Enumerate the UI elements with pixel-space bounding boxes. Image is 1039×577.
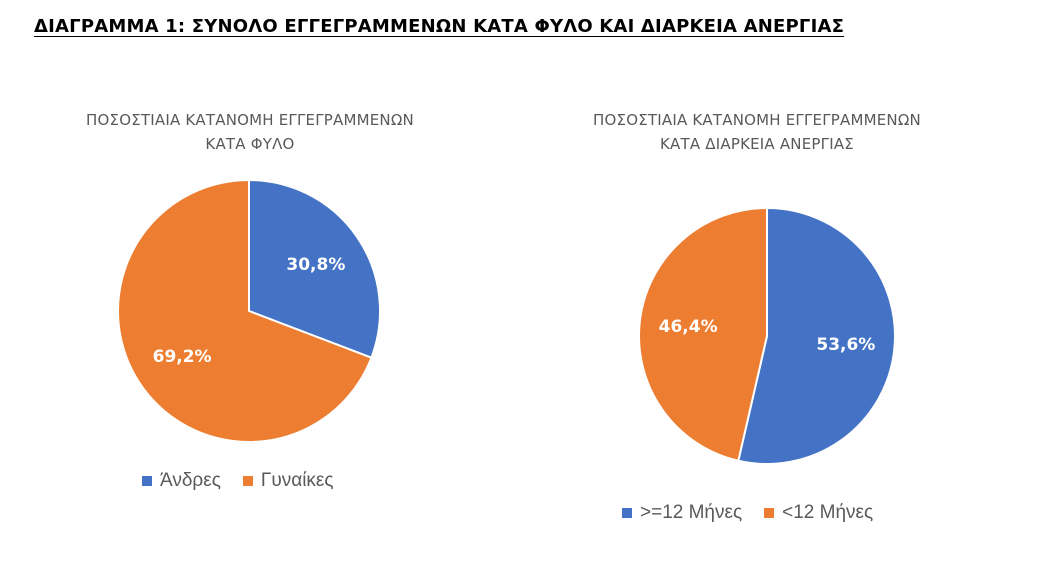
- legend-item-under-12-months: <12 Μήνες: [764, 502, 873, 524]
- chart-2-title-line-1: ΠΟΣΟΣΤΙΑΙΑ ΚΑΤΑΝΟΜΗ ΕΓΓΕΓΡΑΜΜΕΝΩΝ: [593, 111, 921, 129]
- legend-swatch-gynaikes: [242, 476, 253, 486]
- legend-item-gynaikes: Γυναίκες: [242, 470, 334, 492]
- legend-item-andres: Άνδρες: [142, 470, 221, 492]
- legend-swatch-andres: [142, 476, 152, 486]
- legend-swatch-under-12-months: [764, 508, 775, 518]
- chart-1-title-line-2: ΚΑΤΑ ΦΥΛΟ: [205, 135, 295, 153]
- legend-item-over-12-months: >=12 Μήνες: [622, 502, 742, 524]
- legend-swatch-over-12-months: [622, 508, 632, 518]
- pie-1-slice-1: [117, 178, 373, 443]
- pie-2-slice-1: [638, 206, 768, 462]
- legend-label-over-12-months: >=12 Μήνες: [640, 502, 743, 523]
- chart-1-title: ΠΟΣΟΣΤΙΑΙΑ ΚΑΤΑΝΟΜΗ ΕΓΓΕΓΡΑΜΜΕΝΩΝ ΚΑΤΑ Φ…: [40, 108, 460, 156]
- chart-1-title-line-1: ΠΟΣΟΣΤΙΑΙΑ ΚΑΤΑΝΟΜΗ ΕΓΓΕΓΡΑΜΜΕΝΩΝ: [86, 111, 414, 129]
- chart-2-legend: >=12 Μήνες <12 Μήνες: [622, 502, 873, 524]
- pie-1-slice-0: [248, 178, 381, 359]
- pie-2-data-label-1: 46,4%: [659, 317, 718, 337]
- chart-2-title: ΠΟΣΟΣΤΙΑΙΑ ΚΑΤΑΝΟΜΗ ΕΓΓΕΓΡΑΜΜΕΝΩΝ ΚΑΤΑ Δ…: [547, 108, 967, 156]
- page-title: ΔΙΑΓΡΑΜΜΑ 1: ΣΥΝΟΛΟ ΕΓΓΕΓΡΑΜΜΕΝΩΝ ΚΑΤΑ Φ…: [34, 16, 845, 37]
- chart-1-legend: Άνδρες Γυναίκες: [142, 470, 334, 492]
- pie-2-data-label-0: 53,6%: [816, 335, 875, 355]
- legend-label-under-12-months: <12 Μήνες: [782, 502, 874, 523]
- chart-2-title-line-2: ΚΑΤΑ ΔΙΑΡΚΕΙΑ ΑΝΕΡΓΙΑΣ: [660, 135, 854, 153]
- pie-2-slice-0: [737, 206, 896, 465]
- pie-1-data-label-1: 69,2%: [153, 347, 212, 367]
- pie-1-data-label-0: 30,8%: [286, 255, 345, 275]
- legend-label-gynaikes: Γυναίκες: [260, 470, 334, 491]
- legend-label-andres: Άνδρες: [160, 470, 221, 491]
